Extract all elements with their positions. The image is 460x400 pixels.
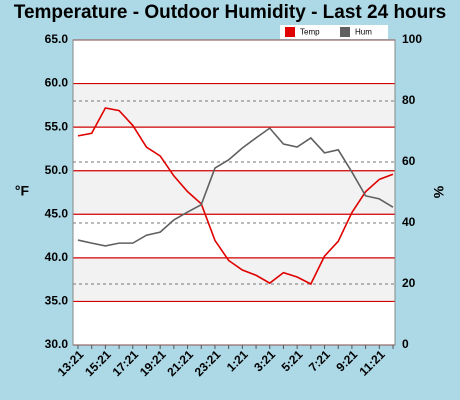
band xyxy=(73,83,395,128)
legend-label: Temp xyxy=(300,28,320,37)
y2-tick-label: 20 xyxy=(402,276,416,290)
band xyxy=(73,170,395,215)
y-tick-label: 55.0 xyxy=(45,119,69,133)
plot-frame xyxy=(72,39,396,346)
legend-box xyxy=(280,25,388,39)
y-axis-label: °F xyxy=(15,183,30,199)
legend-label: Hum xyxy=(355,28,372,37)
y2-tick-label: 100 xyxy=(402,32,422,46)
y-tick-label: 45.0 xyxy=(45,206,69,220)
y-tick-label: 30.0 xyxy=(45,337,69,351)
chart-title: Temperature - Outdoor Humidity - Last 24… xyxy=(14,2,446,23)
y-tick-label: 60.0 xyxy=(45,76,69,90)
y2-tick-label: 40 xyxy=(402,215,416,229)
y-tick-label: 40.0 xyxy=(45,250,69,264)
y2-tick-label: 0 xyxy=(402,337,409,351)
legend-swatch xyxy=(285,27,295,37)
y-tick-label: 65.0 xyxy=(45,32,69,46)
y-tick-label: 35.0 xyxy=(45,294,69,308)
y-tick-label: 50.0 xyxy=(45,163,69,177)
series-line xyxy=(77,107,394,286)
y2-axis-label: % xyxy=(431,185,447,198)
y2-tick-label: 80 xyxy=(402,93,416,107)
series-line xyxy=(77,127,394,247)
legend-swatch xyxy=(340,27,350,37)
y2-tick-label: 60 xyxy=(402,154,416,168)
